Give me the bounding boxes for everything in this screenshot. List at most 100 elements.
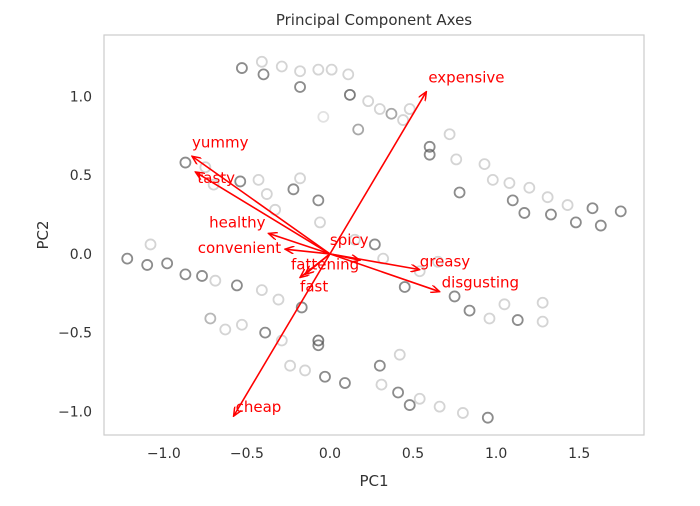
data-point xyxy=(373,103,386,115)
loading-arrow-healthy xyxy=(268,233,331,255)
data-point xyxy=(294,172,306,185)
data-point xyxy=(319,370,331,383)
data-point xyxy=(312,63,325,76)
data-point xyxy=(450,153,463,166)
loading-arrow-greasy xyxy=(329,253,420,270)
data-point xyxy=(294,81,306,93)
loading-label-greasy: greasy xyxy=(420,253,471,271)
loading-arrow-convenient xyxy=(285,249,331,255)
data-point xyxy=(614,205,627,218)
data-point xyxy=(342,68,355,81)
loading-label-tasty: tasty xyxy=(197,169,235,187)
data-point xyxy=(252,173,265,186)
data-point xyxy=(257,68,270,81)
data-point xyxy=(586,202,599,215)
data-point xyxy=(523,181,536,194)
data-point xyxy=(392,386,404,399)
data-point xyxy=(397,114,409,126)
data-point xyxy=(393,348,406,361)
plot-area-frame xyxy=(103,34,645,436)
data-point xyxy=(161,257,174,270)
loading-arrow-tasty xyxy=(195,172,331,255)
data-point xyxy=(423,148,436,161)
data-point xyxy=(385,107,398,120)
y-tick-label: −1.0 xyxy=(58,404,92,420)
data-point xyxy=(536,296,549,309)
points-layer xyxy=(121,55,627,424)
data-point xyxy=(219,323,232,336)
y-tick-label: 0.5 xyxy=(70,168,92,184)
data-point xyxy=(448,290,461,303)
loading-label-healthy: healthy xyxy=(209,213,265,231)
data-point xyxy=(432,255,444,268)
data-point xyxy=(463,304,476,317)
data-point xyxy=(503,177,516,189)
y-axis-label: PC2 xyxy=(34,220,52,249)
data-point xyxy=(255,55,268,68)
data-point xyxy=(344,88,356,101)
data-point xyxy=(511,314,524,326)
data-point xyxy=(260,188,273,200)
data-point xyxy=(594,219,607,232)
y-tick-label: −0.5 xyxy=(58,326,92,342)
data-point xyxy=(483,312,496,325)
y-tick-label: 1.0 xyxy=(70,89,92,105)
data-point xyxy=(375,378,388,391)
chart-title: Principal Component Axes xyxy=(276,11,472,29)
data-point xyxy=(541,191,554,204)
data-point xyxy=(144,238,157,251)
x-tick-label: 0.5 xyxy=(402,446,424,462)
data-point xyxy=(478,158,491,171)
data-point xyxy=(314,216,326,229)
data-point xyxy=(373,359,386,372)
data-point xyxy=(275,60,288,73)
data-point xyxy=(272,293,285,306)
loading-label-cheap: cheap xyxy=(236,398,282,416)
data-point xyxy=(141,259,154,271)
x-axis-label: PC1 xyxy=(359,472,388,490)
data-point xyxy=(317,110,330,123)
data-point xyxy=(498,298,511,311)
data-point xyxy=(368,238,381,251)
loading-arrow-cheap xyxy=(234,253,331,416)
data-point xyxy=(453,186,466,199)
data-point xyxy=(325,63,338,76)
loading-label-disgusting: disgusting xyxy=(442,274,519,292)
loading-arrow-fast xyxy=(300,253,331,278)
data-point xyxy=(179,156,192,169)
data-point xyxy=(199,161,212,174)
data-point xyxy=(569,216,582,229)
data-point xyxy=(236,318,248,331)
data-point xyxy=(255,284,268,297)
data-point xyxy=(352,123,365,136)
data-point xyxy=(339,377,351,389)
data-point xyxy=(204,312,217,325)
data-point xyxy=(545,208,557,221)
data-point xyxy=(179,268,192,281)
data-point xyxy=(561,199,574,211)
data-point xyxy=(433,400,446,413)
loadings-layer: expensive yummy tasty healthy convenient spic… xyxy=(192,69,519,416)
x-tick-label: 1.5 xyxy=(568,446,590,462)
data-point xyxy=(403,399,416,411)
data-point xyxy=(209,274,222,287)
loading-arrow-disgusting xyxy=(329,253,440,292)
data-point xyxy=(403,103,416,115)
data-point xyxy=(481,411,494,424)
data-point xyxy=(231,279,243,292)
x-tick-label: −1.0 xyxy=(147,446,181,462)
y-tick-label: 0.0 xyxy=(70,247,92,263)
x-tick-label: −0.5 xyxy=(230,446,264,462)
data-point xyxy=(398,281,411,293)
data-point xyxy=(284,359,296,372)
data-point xyxy=(312,194,325,207)
data-point xyxy=(506,194,519,207)
x-tick-label: 0.0 xyxy=(319,446,341,462)
data-point xyxy=(259,326,272,339)
loading-arrow-yummy xyxy=(192,156,331,255)
data-point xyxy=(423,140,436,153)
data-point xyxy=(234,175,247,188)
data-point xyxy=(207,178,220,191)
data-point xyxy=(294,65,306,78)
data-point xyxy=(299,364,311,377)
